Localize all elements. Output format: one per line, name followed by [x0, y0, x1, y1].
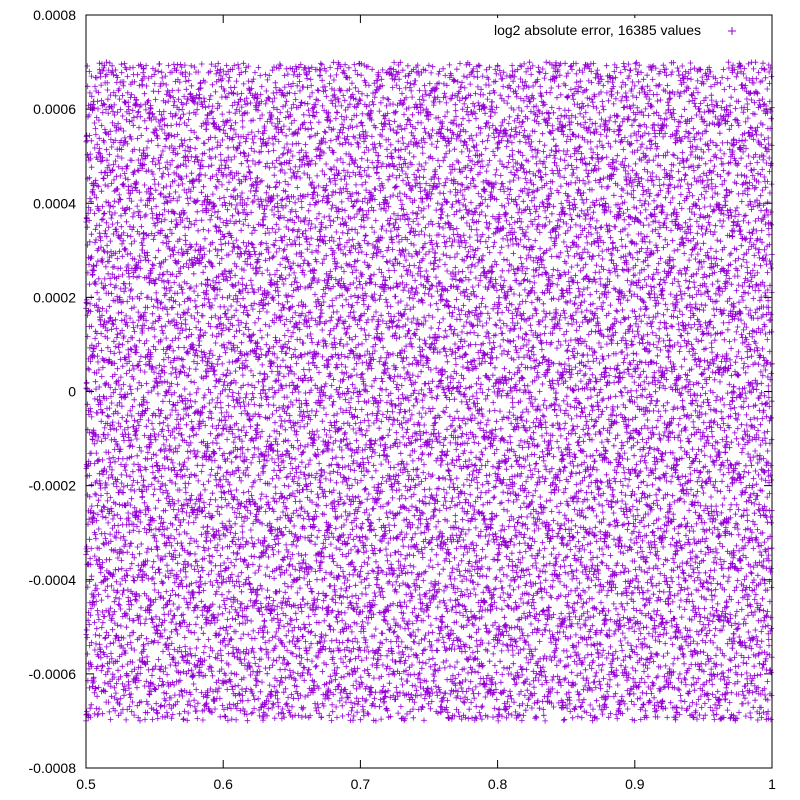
y-tick-label: -0.0008 [29, 760, 77, 776]
tick-marks [85, 14, 773, 769]
x-tick-label: 0.9 [625, 776, 645, 792]
y-tick-label: 0 [68, 384, 76, 400]
y-tick-label: 0.0002 [33, 289, 76, 305]
legend-label: log2 absolute error, 16385 values [494, 22, 701, 38]
x-tick-label: 0.8 [488, 776, 508, 792]
y-tick-label: 0.0004 [33, 195, 76, 211]
legend: log2 absolute error, 16385 values [455, 18, 755, 42]
axis-ticks [85, 14, 773, 769]
x-tick-labels: 0.5 0.6 0.7 0.8 0.9 1 [76, 776, 776, 792]
y-tick-label: -0.0004 [29, 572, 77, 588]
y-tick-label: -0.0002 [29, 478, 77, 494]
legend-background [455, 18, 755, 42]
x-tick-label: 0.7 [351, 776, 371, 792]
x-tick-label: 0.6 [213, 776, 233, 792]
y-tick-label: -0.0006 [29, 666, 77, 682]
y-tick-label: 0.0008 [33, 7, 76, 23]
y-tick-labels: 0.0008 0.0006 0.0004 0.0002 0 -0.0002 -0.0004 -… [29, 7, 77, 776]
legend-marker [728, 27, 736, 35]
y-tick-label: 0.0006 [33, 101, 76, 117]
x-tick-label: 1 [768, 776, 776, 792]
x-tick-label: 0.5 [76, 776, 96, 792]
